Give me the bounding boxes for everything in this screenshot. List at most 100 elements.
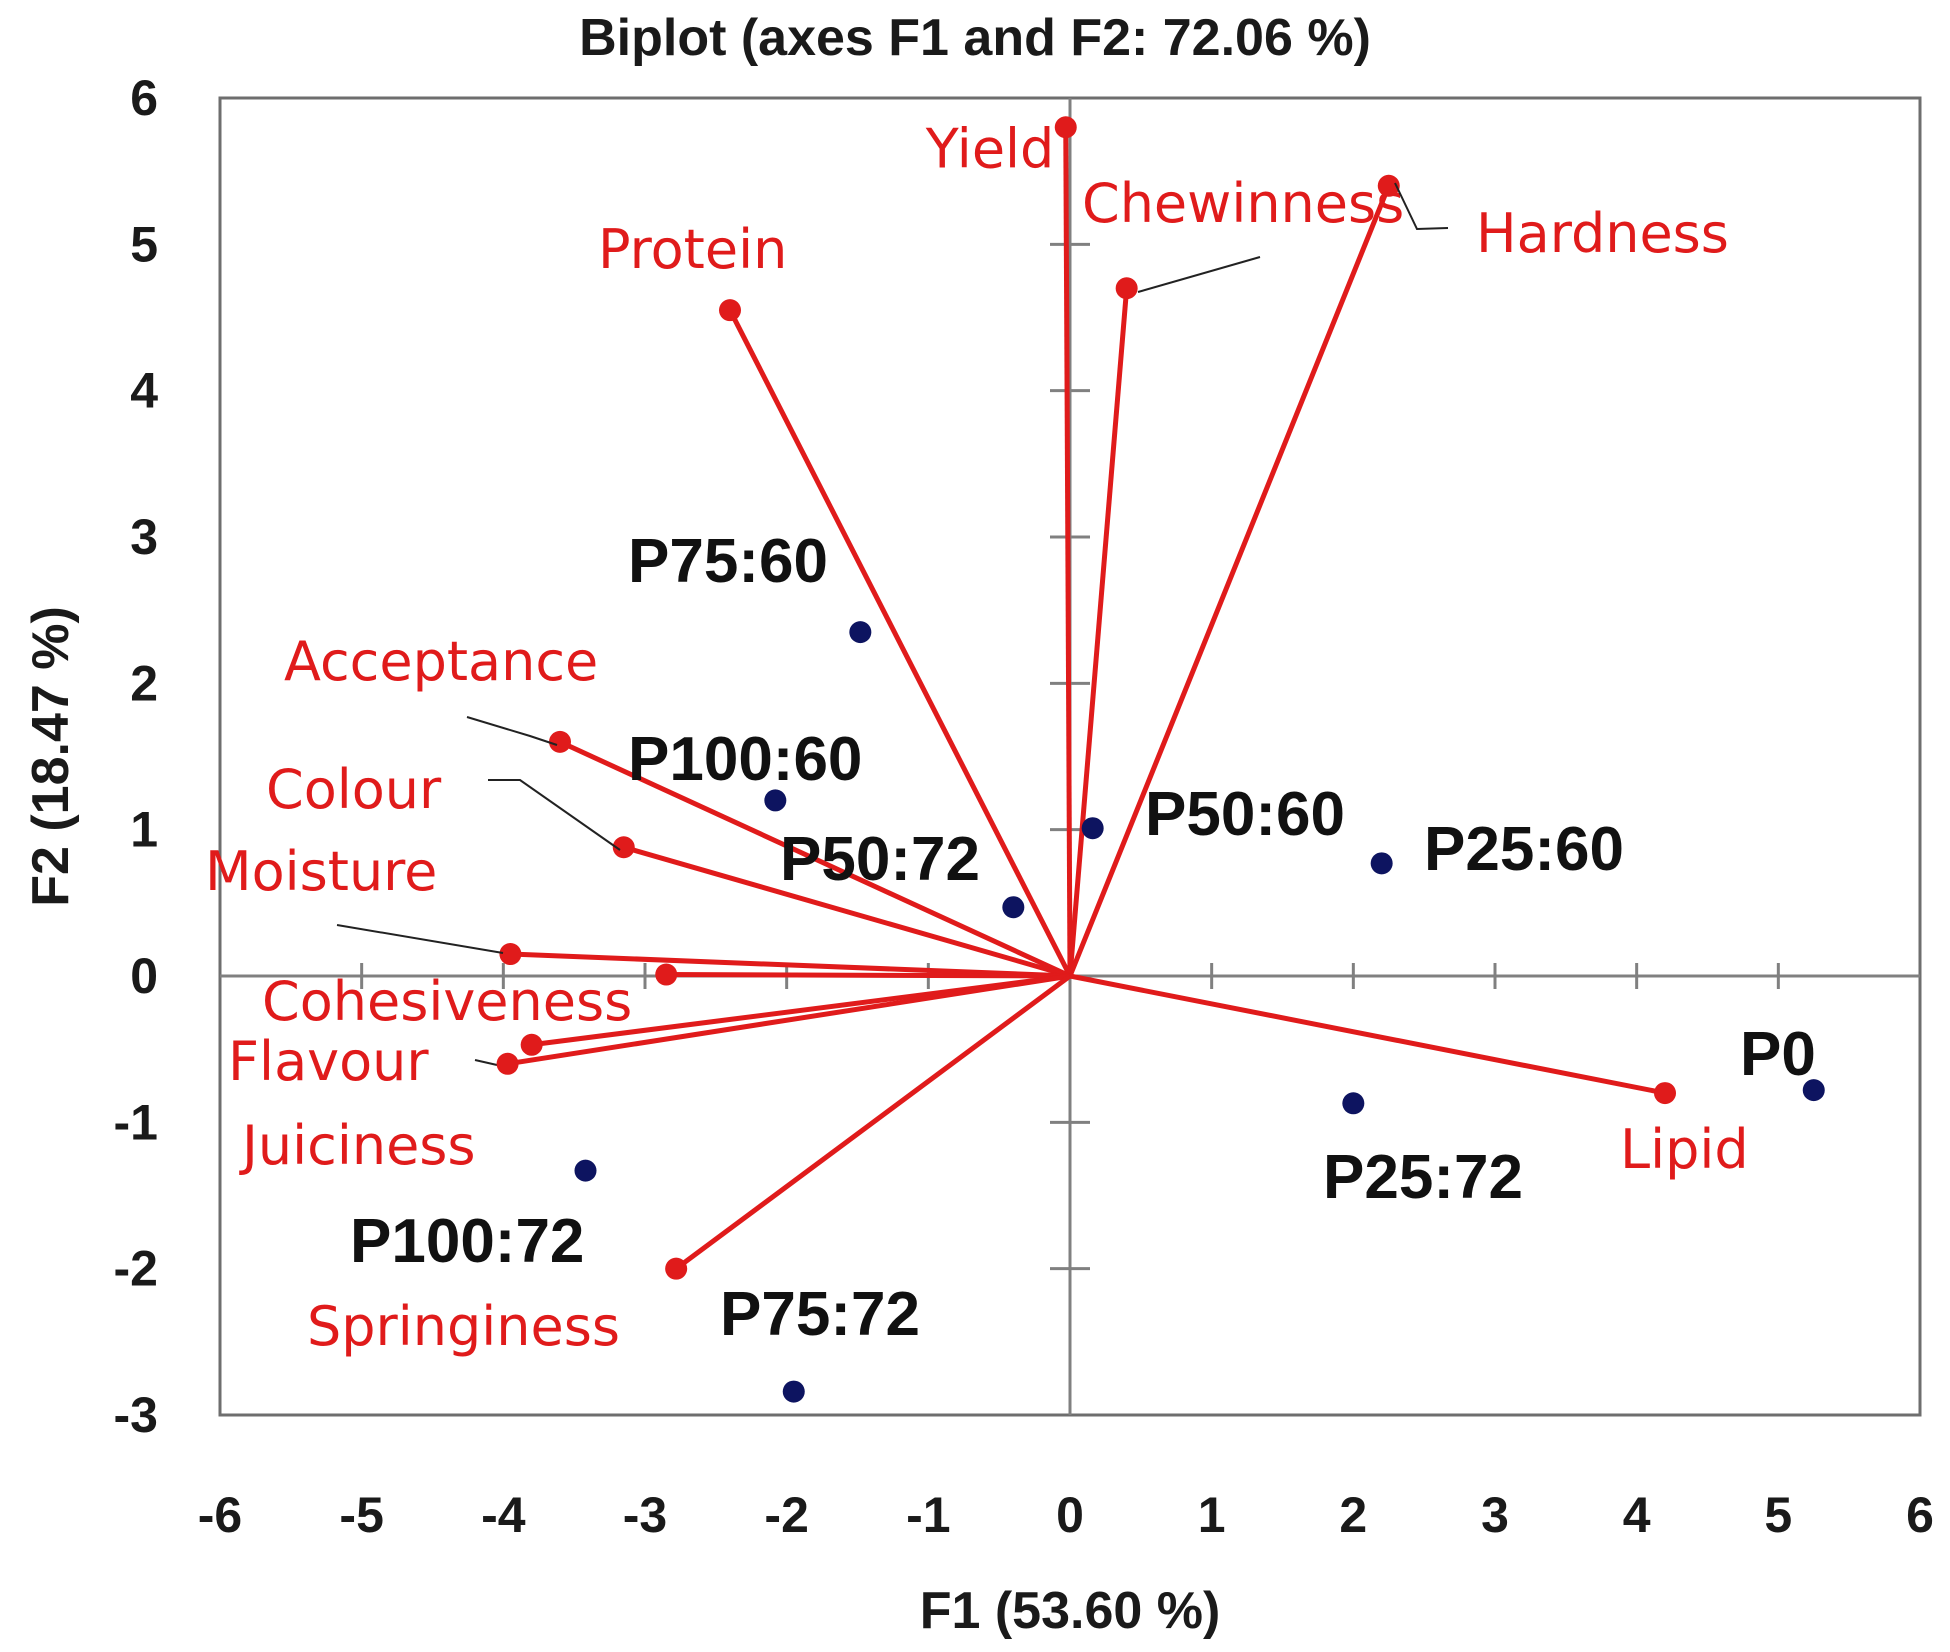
y-tick-label: -2 — [114, 1241, 158, 1297]
variable-label-springiness: Springiness — [307, 1295, 620, 1358]
observation-point-p75-72 — [782, 1380, 805, 1403]
vector-point-protein — [719, 299, 741, 322]
x-tick-label: 2 — [1339, 1487, 1367, 1543]
x-tick-label: 6 — [1906, 1487, 1934, 1543]
observation-p75-72: P75:72 — [720, 1280, 920, 1403]
y-tick-label: 6 — [130, 70, 158, 126]
observation-label-p100-60: P100:60 — [628, 725, 862, 794]
vector-line-springiness — [674, 973, 1072, 1271]
observation-point-p50-60 — [1081, 817, 1104, 840]
chart-title: Biplot (axes F1 and F2: 72.06 %) — [579, 9, 1371, 67]
y-tick-label: 4 — [130, 363, 158, 419]
variable-vectors: Yield Chewinness Hardness Protein Acceptance… — [205, 116, 1749, 1358]
x-axis-title: F1 (53.60 %) — [920, 1582, 1221, 1640]
tick-labels: -6 -5 -4 -3 -2 -1 0 1 2 3 4 5 6 -3 -2 -1 0 1 2 3 4 5 6 — [114, 70, 1934, 1543]
x-tick-label: -4 — [481, 1487, 526, 1543]
variable-label-protein: Protein — [598, 218, 787, 281]
observation-label-p50-60: P50:60 — [1145, 780, 1345, 849]
vector-point-yield — [1054, 116, 1077, 139]
observation-p25-60: P25:60 — [1370, 815, 1624, 884]
vector-point-colour — [612, 836, 635, 859]
vector-line-juiciness — [507, 973, 1071, 1067]
observation-point-p25-60 — [1370, 852, 1393, 875]
observation-point-p100-60 — [764, 789, 787, 812]
observation-point-p100-72 — [574, 1159, 597, 1182]
y-tick-label: -1 — [114, 1094, 158, 1150]
x-tick-label: -2 — [764, 1487, 808, 1543]
observation-p75-60: P75:60 — [628, 527, 872, 644]
observation-point-p25-72 — [1342, 1092, 1365, 1115]
x-tick-label: -6 — [198, 1487, 242, 1543]
leader-line-hardness — [1394, 182, 1449, 231]
variable-label-colour: Colour — [266, 758, 442, 821]
observation-p50-60: P50:60 — [1081, 780, 1345, 849]
observation-label-p25-60: P25:60 — [1424, 815, 1624, 884]
vector-line-protein — [727, 309, 1073, 978]
y-tick-label: 1 — [130, 802, 158, 858]
variable-chewinness: Chewinness — [1067, 172, 1404, 977]
x-tick-label: -3 — [623, 1487, 667, 1543]
variable-protein: Protein — [598, 218, 1073, 978]
x-tick-label: -1 — [906, 1487, 950, 1543]
variable-hardness: Hardness — [1067, 174, 1729, 977]
variable-label-moisture: Moisture — [205, 840, 437, 903]
observation-label-p75-60: P75:60 — [628, 527, 828, 596]
x-tick-label: 3 — [1481, 1487, 1509, 1543]
observation-label-p75-72: P75:72 — [720, 1280, 920, 1349]
x-tick-label: -5 — [339, 1487, 383, 1543]
variable-label-lipid: Lipid — [1620, 1118, 1749, 1181]
variable-flavour: Flavour — [228, 973, 1071, 1093]
leader-line-chewinness — [1137, 256, 1261, 293]
observation-p100-60: P100:60 — [628, 725, 862, 812]
vector-point-hardness — [1377, 174, 1400, 197]
observation-label-p25-72: P25:72 — [1323, 1143, 1523, 1212]
vector-line-hardness — [1067, 184, 1392, 977]
x-tick-label: 5 — [1764, 1487, 1792, 1543]
variable-cohesiveness: Cohesiveness — [262, 963, 1071, 1033]
variable-label-cohesiveness: Cohesiveness — [262, 970, 632, 1033]
leader-line-flavour — [474, 1059, 498, 1066]
vector-point-cohesiveness — [655, 963, 678, 986]
y-tick-label: 2 — [130, 655, 158, 711]
observation-label-p0: P0 — [1740, 1020, 1816, 1089]
variable-acceptance: Acceptance — [284, 630, 1072, 979]
vector-point-springiness — [665, 1257, 688, 1280]
vector-point-moisture — [499, 943, 522, 966]
variable-juiciness: Juiciness — [239, 973, 1071, 1177]
variable-label-hardness: Hardness — [1476, 202, 1729, 265]
vector-line-yield — [1063, 127, 1073, 977]
y-tick-label: 5 — [130, 216, 158, 272]
leader-line-moisture — [336, 924, 504, 954]
x-tick-label: 1 — [1198, 1487, 1226, 1543]
variable-label-juiciness: Juiciness — [239, 1114, 476, 1177]
vector-point-acceptance — [549, 730, 571, 753]
observation-point-p0 — [1802, 1079, 1825, 1102]
observation-p25-72: P25:72 — [1323, 1092, 1523, 1212]
observation-p100-72: P100:72 — [350, 1159, 597, 1276]
variable-label-acceptance: Acceptance — [284, 630, 598, 693]
variable-moisture: Moisture — [205, 840, 1071, 979]
variable-label-chewinness: Chewinness — [1082, 172, 1404, 235]
observation-point-p75-60 — [849, 621, 872, 644]
observation-points: P75:60 P100:60 P50:72 P50:60 P25:60 P0 P25:72 P… — [350, 527, 1825, 1403]
vector-line-colour — [623, 844, 1071, 979]
variable-springiness: Springiness — [307, 973, 1072, 1358]
variable-label-yield: Yield — [925, 117, 1055, 180]
vector-line-acceptance — [558, 739, 1072, 979]
observation-point-p50-72 — [1002, 896, 1025, 919]
x-tick-label: 0 — [1056, 1487, 1084, 1543]
vector-point-juiciness — [496, 1052, 519, 1075]
variable-yield: Yield — [925, 116, 1077, 977]
x-tick-label: 4 — [1623, 1487, 1651, 1543]
vector-line-flavour — [531, 973, 1071, 1048]
y-tick-label: 0 — [130, 948, 158, 1004]
observation-label-p50-72: P50:72 — [780, 825, 980, 894]
observation-label-p100-72: P100:72 — [350, 1207, 584, 1276]
vector-line-chewinness — [1067, 288, 1130, 977]
y-tick-label: 3 — [130, 509, 158, 565]
variable-lipid: Lipid — [1069, 973, 1749, 1181]
leader-line-colour — [488, 779, 621, 851]
vector-line-lipid — [1069, 973, 1666, 1096]
